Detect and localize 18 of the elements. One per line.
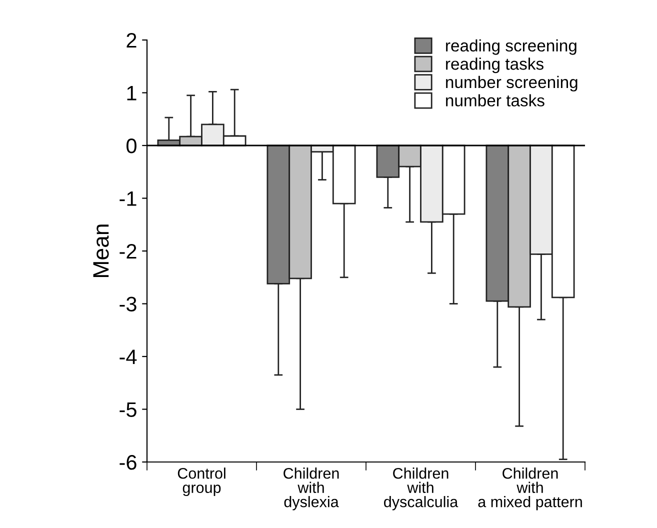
x-tick-label: Children with dyslexia (284, 468, 339, 510)
legend-label: number tasks (446, 94, 544, 106)
y-axis-title: Mean (93, 224, 109, 277)
y-tick-label: -3 (120, 296, 136, 312)
y-tick-label: -6 (120, 455, 136, 470)
x-tick-label: Children with a mixed pattern (478, 468, 582, 510)
legend-label: reading screening (446, 39, 576, 55)
x-tick-label: Control group (178, 468, 226, 496)
legend-label: reading tasks (446, 58, 544, 74)
y-tick-label: -4 (120, 350, 137, 364)
y-tick-label: 0 (126, 138, 136, 154)
y-tick-label: -5 (120, 402, 136, 418)
y-tick-label: -2 (120, 244, 136, 259)
legend-label: number screening (446, 76, 578, 92)
y-tick-label: 1 (127, 86, 136, 100)
y-tick-label: -1 (120, 191, 136, 206)
y-tick-label: 2 (126, 33, 136, 48)
x-tick-label: Children with dyscalculia (384, 468, 458, 510)
